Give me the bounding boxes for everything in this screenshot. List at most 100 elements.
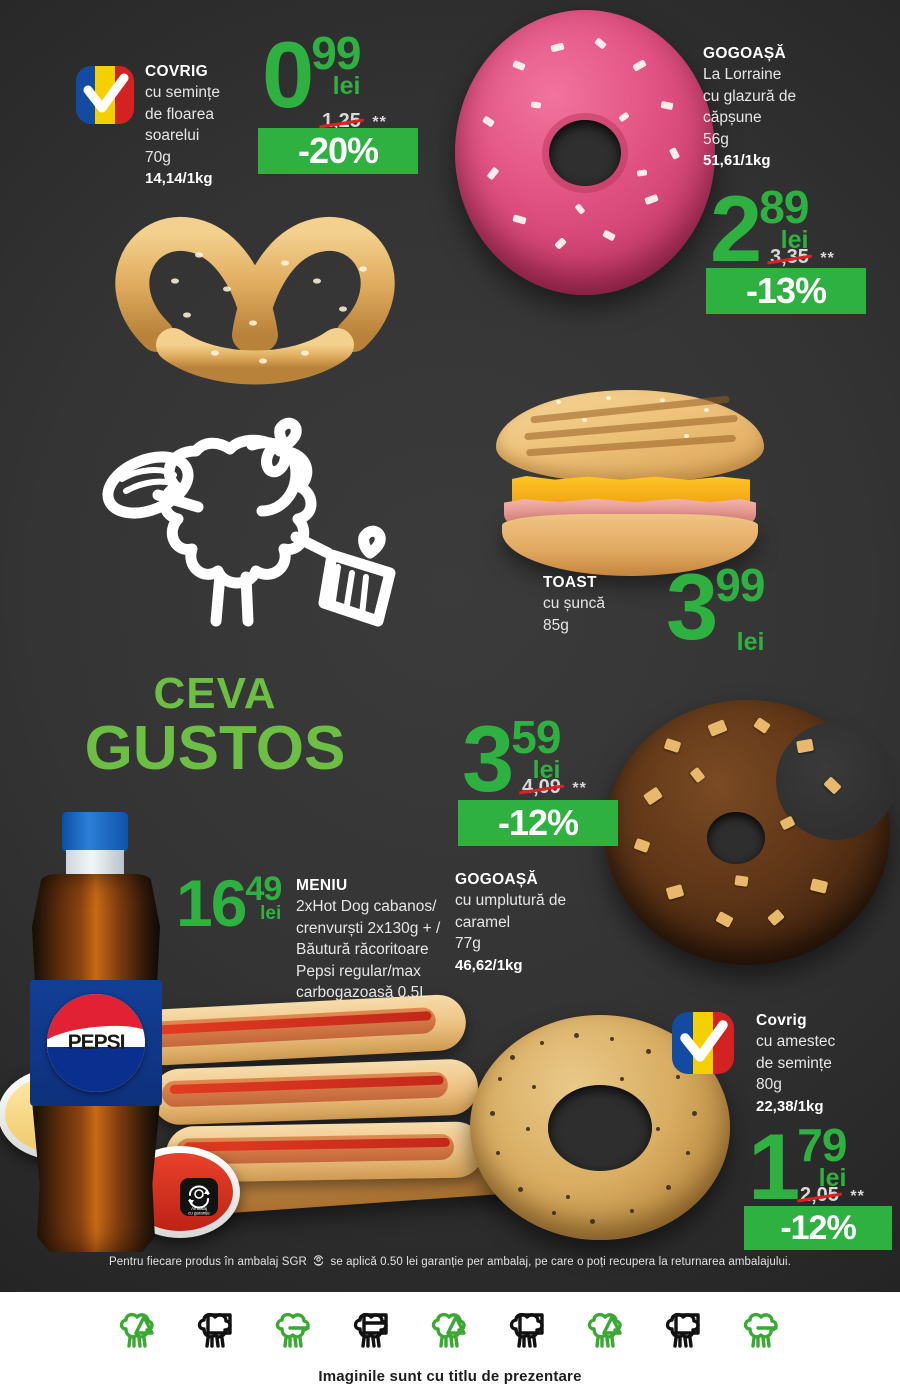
product-desc-line: 2xHot Dog cabanos/: [296, 898, 437, 916]
discount-badge-gogoasa-capsune: -13%: [706, 268, 866, 314]
pretzel-image: [95, 185, 415, 390]
price-integer: 3: [666, 554, 718, 659]
product-desc-line: Băutură răcoritoare: [296, 941, 429, 959]
toast-sandwich-image: [490, 390, 770, 580]
product-weight: 77g: [455, 935, 481, 953]
price-cents: 79: [797, 1119, 847, 1171]
sheep-black-icon: [509, 1312, 544, 1348]
price-currency: lei: [736, 628, 765, 656]
price-covrig-amestec: 1 79 lei: [748, 1114, 847, 1219]
old-price-row-gogoasa-capsune: 3,35 **: [770, 246, 835, 269]
product-desc-line: crenvurști 2x130g + /: [296, 919, 441, 937]
product-text-meniu: MENIU 2xHot Dog cabanos/ crenvurști 2x13…: [296, 876, 486, 1003]
product-weight: 80g: [756, 1076, 782, 1094]
discount-badge-covrig: -20%: [258, 128, 418, 174]
price-integer: 0: [262, 22, 314, 127]
old-price: 1,25: [322, 110, 361, 132]
price-currency: lei: [332, 72, 361, 100]
product-desc-line: cu umplutură de: [455, 892, 567, 910]
product-text-covrig: COVRIG cu semințe de floarea soarelui 70…: [145, 62, 265, 189]
footer-note: Imaginile sunt cu titlu de prezentare: [318, 1368, 582, 1385]
flyer-dark-area: COVRIG cu semințe de floarea soarelui 70…: [0, 0, 900, 1292]
ro-flag-check-icon: [76, 66, 134, 124]
price-integer: 2: [710, 176, 762, 281]
product-desc-line: La Lorraine: [703, 66, 782, 84]
sheep-green-icon: [587, 1312, 622, 1348]
sheep-icon-row: [0, 1302, 900, 1360]
product-unit-price: 14,14/1kg: [145, 169, 213, 187]
sheep-green-icon: [743, 1312, 778, 1348]
product-name: TOAST: [543, 574, 597, 591]
product-desc-line: căpșune: [703, 109, 762, 127]
price-cents: 49: [245, 870, 282, 908]
sgr-inline-icon: [312, 1254, 325, 1267]
discount-badge-gogoasa-caramel: -12%: [458, 800, 618, 846]
product-name: MENIU: [296, 877, 348, 894]
product-desc-line: de semințe: [756, 1054, 832, 1072]
old-price: 3,35: [770, 246, 809, 268]
sheep-green-icon: [431, 1312, 466, 1348]
pepsi-bottle-image: PEPSI: [18, 812, 178, 1252]
product-name: GOGOAȘĂ: [703, 45, 787, 62]
sheep-black-icon: [353, 1312, 388, 1348]
product-text-covrig-amestec: Covrig cu amestec de semințe 80g 22,38/1…: [756, 1011, 900, 1117]
price-currency: lei: [260, 903, 282, 924]
product-desc-line: cu amestec: [756, 1033, 836, 1051]
old-price: 2,05: [800, 1184, 839, 1206]
old-price-row-covrig: 1,25 **: [322, 110, 387, 133]
price-toast: 3 99 lei: [666, 554, 765, 659]
brand-tagline: CEVA GUSTOS: [0, 672, 430, 783]
price-meniu: 16 49 lei: [176, 866, 282, 940]
old-price-row-covrig-amestec: 2,05 **: [800, 1184, 865, 1207]
price-integer: 16: [176, 866, 247, 940]
sheep-green-icon: [275, 1312, 310, 1348]
product-desc-line: de floarea: [145, 105, 214, 123]
sheep-green-icon: [119, 1312, 154, 1348]
product-desc-line: cu semințe: [145, 84, 220, 102]
product-desc-line: caramel: [455, 913, 511, 931]
product-desc-line: soarelui: [145, 127, 200, 145]
product-name: GOGOAȘĂ: [455, 871, 539, 888]
price-gogoasa-capsune: 2 89 lei: [710, 176, 809, 281]
product-desc-line: cu șuncă: [543, 595, 606, 613]
caramel-donut-image: [605, 700, 896, 965]
product-name: COVRIG: [145, 63, 208, 80]
product-weight: 85g: [543, 616, 569, 634]
price-cents: 89: [759, 181, 809, 233]
sgr-deposit-icon: Ambalaj cu garanție: [180, 1178, 218, 1216]
product-weight: 70g: [145, 148, 171, 166]
product-text-toast: TOAST cu șuncă 85g: [543, 573, 693, 636]
product-unit-price: 51,61/1kg: [703, 151, 771, 169]
product-text-gogoasa-caramel: GOGOAȘĂ cu umplutură de caramel 77g 46,6…: [455, 870, 645, 976]
price-cents: 99: [715, 559, 765, 611]
sgr-text-after: se aplică 0.50 lei garanție per ambalaj,…: [330, 1256, 791, 1268]
price-footnote-stars: **: [372, 114, 387, 131]
sheep-mascot-logo: [100, 415, 410, 660]
price-footnote-stars: **: [850, 1188, 865, 1205]
svg-text:Ambalaj: Ambalaj: [191, 1206, 207, 1211]
footer: Imaginile sunt cu titlu de prezentare: [0, 1292, 900, 1400]
price-cents: 99: [311, 27, 361, 79]
ro-flag-check-icon: [672, 1012, 734, 1074]
price-covrig: 0 99 lei: [262, 22, 361, 127]
product-unit-price: 22,38/1kg: [756, 1097, 824, 1115]
product-unit-price: 46,62/1kg: [455, 956, 523, 974]
product-weight: 56g: [703, 130, 729, 148]
sheep-black-icon: [197, 1312, 232, 1348]
price-integer: 1: [748, 1114, 800, 1219]
brand-tagline-line2: GUSTOS: [84, 714, 346, 783]
price-footnote-stars: **: [572, 780, 587, 797]
svg-text:cu garanție: cu garanție: [188, 1210, 210, 1215]
discount-badge-covrig-amestec: -12%: [744, 1206, 892, 1250]
old-price: 4,09: [522, 776, 561, 798]
strawberry-donut-image: [455, 10, 715, 295]
product-text-gogoasa-capsune: GOGOAȘĂ La Lorraine cu glazură de căpșun…: [703, 44, 888, 171]
price-cents: 59: [511, 711, 561, 763]
price-integer: 3: [462, 706, 514, 811]
sheep-black-icon: [665, 1312, 700, 1348]
pepsi-logo-text: PEPSI: [67, 1031, 126, 1054]
sgr-text-before: Pentru fiecare produs în ambalaj SGR: [109, 1256, 307, 1268]
price-gogoasa-caramel: 3 59 lei: [462, 706, 561, 811]
price-footnote-stars: **: [820, 250, 835, 267]
